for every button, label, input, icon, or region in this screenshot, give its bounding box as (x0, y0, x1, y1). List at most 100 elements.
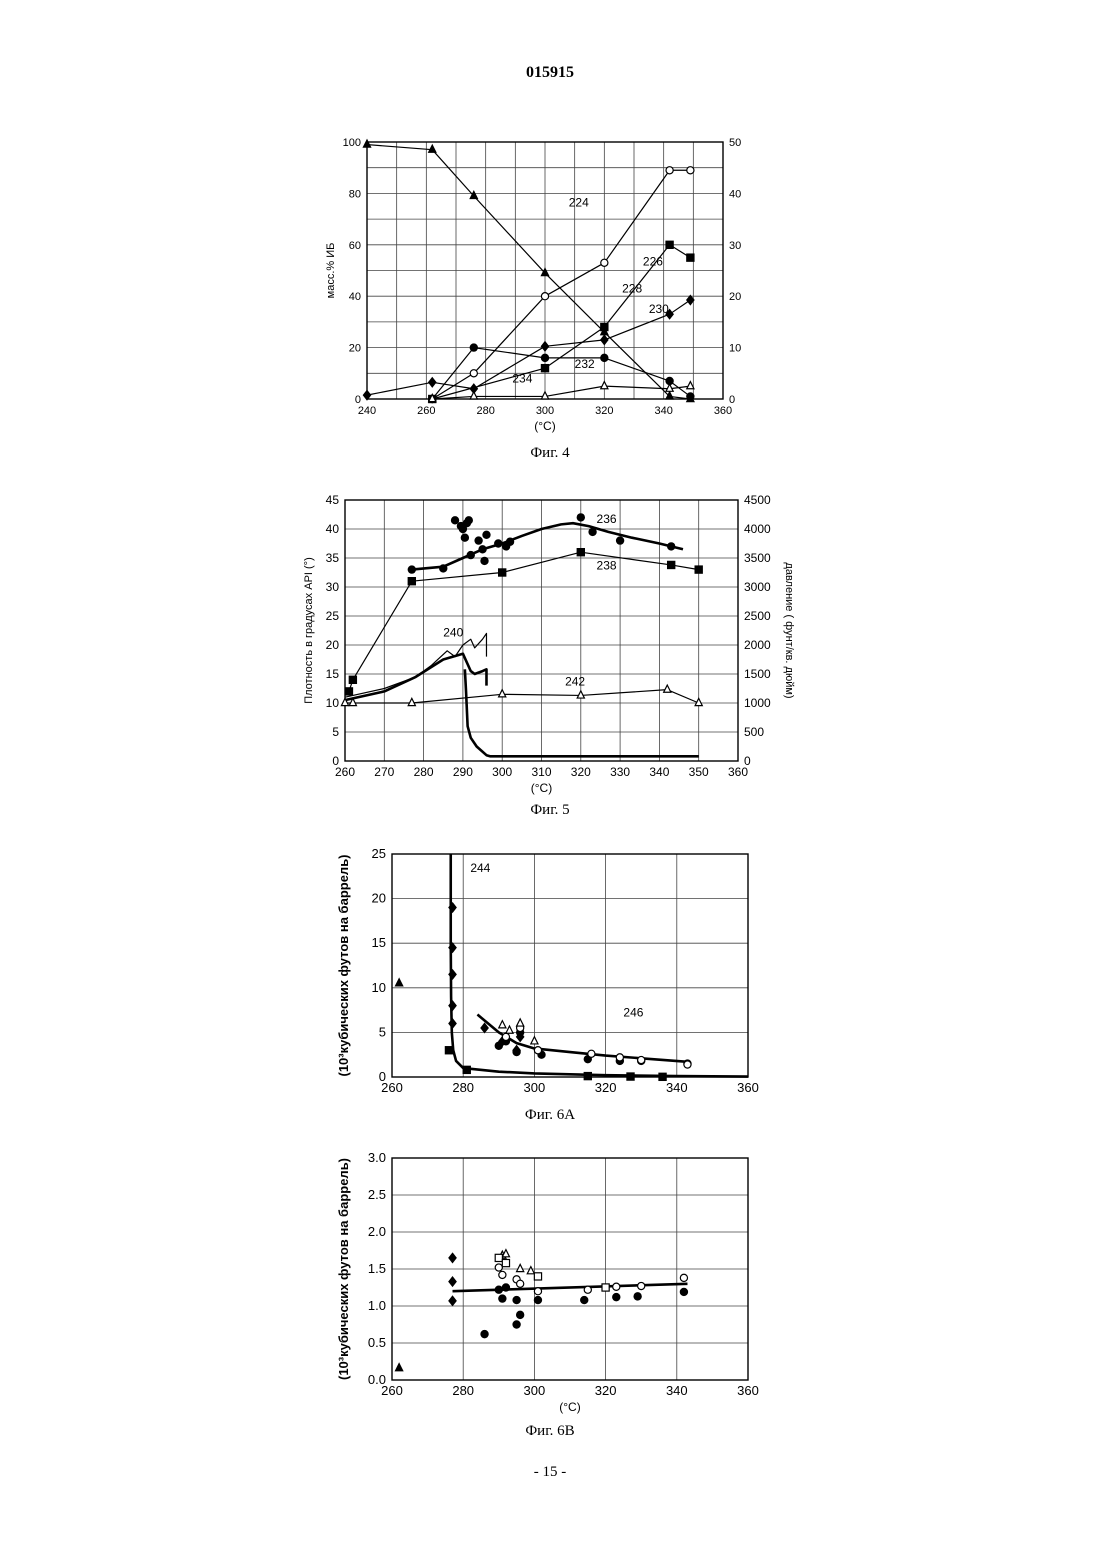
series-242 (341, 685, 702, 706)
data-point (613, 1294, 620, 1301)
series-226 (429, 167, 694, 403)
series-trend (453, 1284, 688, 1291)
y-tick-label: 5 (379, 1024, 386, 1039)
y-tick-label: 20 (349, 343, 361, 355)
y-tick-label: 15 (372, 935, 386, 950)
data-point (495, 540, 502, 547)
data-point (666, 241, 673, 248)
data-point (659, 1073, 666, 1080)
page-number: - 15 - (0, 1464, 1100, 1481)
data-point (687, 254, 694, 261)
data-point (449, 1296, 456, 1305)
x-tick-label: 280 (452, 1383, 474, 1398)
data-point (584, 1286, 591, 1293)
data-point (613, 1283, 620, 1290)
data-point (541, 342, 548, 351)
x-tick-label: 320 (595, 1080, 617, 1095)
x-tick-label: 360 (737, 1383, 759, 1398)
data-point (577, 549, 584, 556)
data-point (499, 1295, 506, 1302)
data-point (581, 1296, 588, 1303)
data-point (363, 140, 370, 147)
data-point (517, 1311, 524, 1318)
data-point (449, 1019, 456, 1028)
y2-tick-label: 1000 (744, 696, 771, 710)
data-point (408, 578, 415, 585)
x-tick-label: 290 (453, 765, 473, 779)
y2-axis-label: давление ( фунт/кв. дюйм) (783, 562, 795, 698)
series-callout: 228 (622, 281, 642, 295)
data-point (345, 688, 352, 695)
series-callout: 240 (443, 625, 463, 639)
y-tick-label: 15 (326, 667, 340, 681)
y-tick-label: 3.0 (368, 1150, 386, 1165)
x-tick-label: 260 (417, 405, 435, 417)
y2-tick-label: 500 (744, 725, 764, 739)
x-axis-label: (°C) (559, 1400, 580, 1414)
y-tick-label: 10 (372, 980, 386, 995)
y2-tick-label: 0 (744, 754, 751, 768)
data-point (449, 1277, 456, 1286)
series-callout: 232 (575, 357, 595, 371)
x-tick-label: 350 (689, 765, 709, 779)
data-point (506, 1026, 513, 1033)
y-tick-label: 40 (326, 522, 340, 536)
data-point (467, 552, 474, 559)
data-point (534, 1047, 541, 1054)
y-tick-label: 25 (326, 609, 340, 623)
data-point (499, 1271, 506, 1278)
data-point (534, 1296, 541, 1303)
y-tick-label: 0 (355, 394, 361, 406)
data-point (465, 517, 472, 524)
data-point (463, 1066, 470, 1073)
series-callout: 244 (470, 861, 490, 875)
series-line (451, 854, 748, 1077)
data-point (687, 167, 694, 174)
x-tick-label: 340 (666, 1080, 688, 1095)
series-line (432, 170, 690, 399)
data-point (513, 1321, 520, 1328)
data-point (451, 517, 458, 524)
x-tick-label: 320 (595, 1383, 617, 1398)
x-tick-label: 320 (571, 765, 591, 779)
y-tick-label: 0.0 (368, 1372, 386, 1387)
data-point (577, 691, 584, 698)
data-point (502, 1284, 509, 1291)
data-point (666, 392, 673, 399)
x-tick-label: 280 (452, 1080, 474, 1095)
data-point (638, 1282, 645, 1289)
series-callout: 224 (569, 195, 589, 209)
series-tri-fill (396, 979, 403, 986)
x-tick-label: 300 (524, 1080, 546, 1095)
plot-frame (392, 854, 748, 1077)
y-tick-label: 0 (332, 754, 339, 768)
x-tick-label: 300 (524, 1383, 546, 1398)
series-236 (412, 523, 683, 569)
data-point (601, 335, 608, 344)
data-point (481, 1023, 488, 1032)
data-point (495, 1264, 502, 1271)
series-callout: 236 (597, 512, 617, 526)
series-callout: 230 (649, 302, 669, 316)
y2-tick-label: 10 (729, 343, 741, 355)
x-axis-label: (°C) (531, 781, 552, 795)
x-tick-label: 270 (374, 765, 394, 779)
data-point (602, 1284, 609, 1291)
grid (392, 1158, 748, 1380)
data-point (495, 1286, 502, 1293)
y-tick-label: 25 (372, 846, 386, 861)
data-point (634, 1293, 641, 1300)
data-point (517, 1264, 524, 1271)
data-point (627, 1073, 634, 1080)
data-point (499, 690, 506, 697)
data-point (617, 537, 624, 544)
data-point (588, 1050, 595, 1057)
y2-tick-label: 1500 (744, 667, 771, 681)
x-tick-label: 310 (531, 765, 551, 779)
data-point (616, 1054, 623, 1061)
y-tick-label: 1.5 (368, 1261, 386, 1276)
y-tick-label: 5 (332, 725, 339, 739)
data-point (479, 546, 486, 553)
y2-tick-label: 20 (729, 291, 741, 303)
data-point (502, 1259, 509, 1266)
